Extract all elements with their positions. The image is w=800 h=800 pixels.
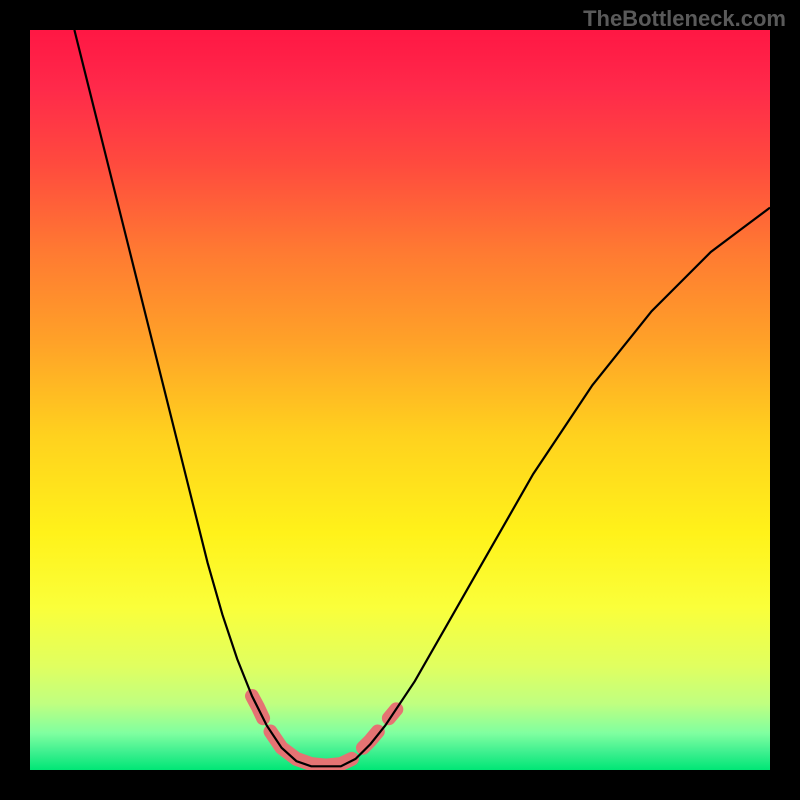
plot-svg (30, 30, 770, 770)
plot-area (30, 30, 770, 770)
gradient-background (30, 30, 770, 770)
watermark-text: TheBottleneck.com (583, 6, 786, 32)
